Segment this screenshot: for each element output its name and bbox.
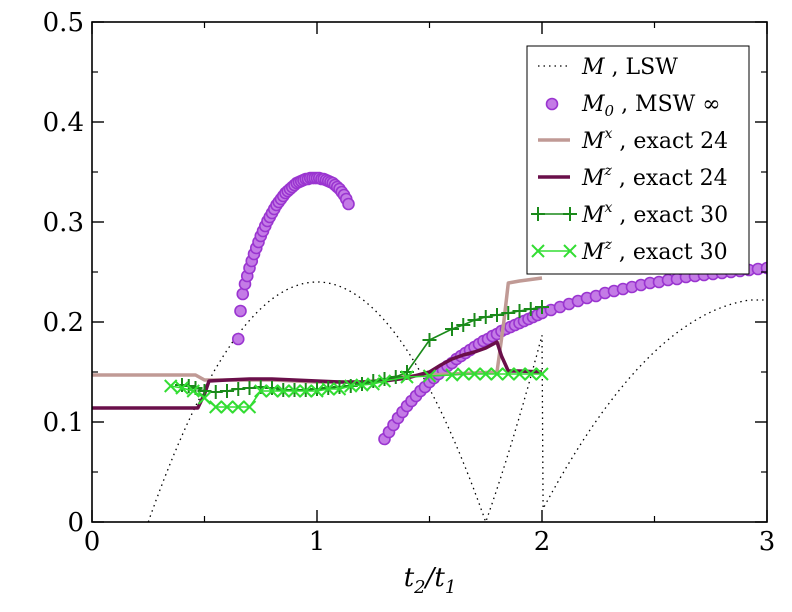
msw-point — [342, 197, 355, 211]
series-0 — [147, 281, 767, 522]
x-marker — [355, 378, 369, 392]
legend-label: M0 , MSW ∞ — [581, 92, 721, 120]
legend-plus — [563, 207, 577, 221]
x-marker — [332, 382, 347, 396]
legend: M , LSW M0 , MSW ∞ Mx , exact 24 Mz , exact… — [526, 45, 750, 275]
msw-point — [236, 287, 250, 301]
legend-entry-1: M0 , MSW ∞ — [545, 92, 721, 120]
legend-label: Mz , exact 24 — [581, 163, 728, 191]
x-marker — [299, 384, 313, 398]
lsw-curve — [147, 281, 767, 522]
x-marker — [242, 400, 257, 414]
x-marker — [490, 367, 504, 381]
legend-x — [531, 244, 545, 258]
y-tick-label: 0.2 — [43, 308, 84, 338]
x-marker — [310, 384, 324, 398]
x-marker — [231, 400, 245, 414]
x-marker — [501, 367, 515, 381]
x-marker — [377, 374, 392, 388]
plus-marker — [512, 304, 527, 318]
legend-swatch — [545, 97, 559, 111]
x-marker — [287, 384, 302, 398]
x-marker — [524, 367, 538, 381]
plus-marker — [366, 374, 381, 388]
legend-entry-5: Mz , exact 30 — [531, 237, 728, 265]
legend-entry-0: M , LSW — [538, 55, 678, 80]
plus-marker — [490, 308, 504, 322]
legend-box — [526, 45, 750, 275]
plus-marker — [422, 333, 437, 347]
x-marker — [344, 379, 358, 393]
y-tick-label: 0.5 — [43, 8, 84, 38]
legend-entry-3: Mz , exact 24 — [538, 163, 728, 191]
x-marker — [220, 400, 234, 414]
series-2 — [92, 276, 543, 384]
plus-marker — [265, 381, 279, 395]
plus-marker — [445, 322, 459, 336]
plus-marker — [501, 306, 516, 320]
series-1 — [231, 171, 767, 446]
msw-point — [760, 261, 767, 275]
legend-plus — [531, 207, 545, 221]
x-marker — [164, 379, 178, 393]
x-marker — [254, 384, 268, 398]
legend-label: Mz , exact 30 — [581, 237, 728, 265]
legend-entry-4: Mx , exact 30 — [531, 200, 728, 228]
x-tick-label: 0 — [84, 527, 101, 557]
y-tick-label: 0.1 — [43, 408, 84, 438]
x-marker — [535, 367, 549, 381]
x-marker — [366, 377, 380, 391]
legend-label: Mx , exact 24 — [581, 126, 728, 154]
legend-label: M , LSW — [581, 55, 678, 80]
plus-marker — [377, 372, 392, 386]
ticks-layer: 0 1 2 3 0 0.1 0.2 0.3 0.4 0.5 — [43, 8, 776, 557]
x-axis-label: t2/t1 — [404, 563, 457, 598]
x-marker — [456, 367, 470, 381]
y-tick-label: 0.4 — [43, 108, 84, 138]
legend-label: Mx , exact 30 — [581, 200, 728, 228]
x-marker — [265, 384, 279, 398]
series-5 — [164, 367, 549, 414]
plus-marker — [388, 370, 403, 384]
x-tick-label: 3 — [759, 527, 776, 557]
series-line — [92, 276, 543, 384]
y-tick-label: 0.3 — [43, 208, 84, 238]
plus-marker — [478, 310, 493, 324]
y-tick-label: 0 — [67, 508, 84, 538]
legend-entry-2: Mx , exact 24 — [538, 126, 728, 154]
x-tick-label: 2 — [534, 527, 551, 557]
plus-marker — [523, 302, 538, 316]
x-marker — [276, 384, 290, 398]
x-marker — [209, 400, 223, 414]
x-marker — [175, 381, 189, 395]
legend-x — [563, 244, 577, 258]
msw-point — [231, 332, 245, 346]
series-layer — [92, 171, 767, 522]
x-marker — [197, 391, 212, 405]
x-marker — [445, 368, 459, 382]
x-marker — [422, 369, 437, 383]
x-marker — [321, 382, 335, 396]
plus-marker — [535, 300, 549, 314]
x-tick-label: 1 — [309, 527, 326, 557]
x-marker — [186, 384, 200, 398]
plus-marker — [467, 313, 482, 327]
x-marker — [467, 367, 482, 381]
msw-point — [234, 304, 247, 318]
plus-marker — [220, 384, 234, 398]
plus-marker — [456, 318, 471, 332]
x-marker — [512, 367, 527, 381]
x-marker — [400, 370, 414, 384]
x-marker — [479, 367, 493, 381]
